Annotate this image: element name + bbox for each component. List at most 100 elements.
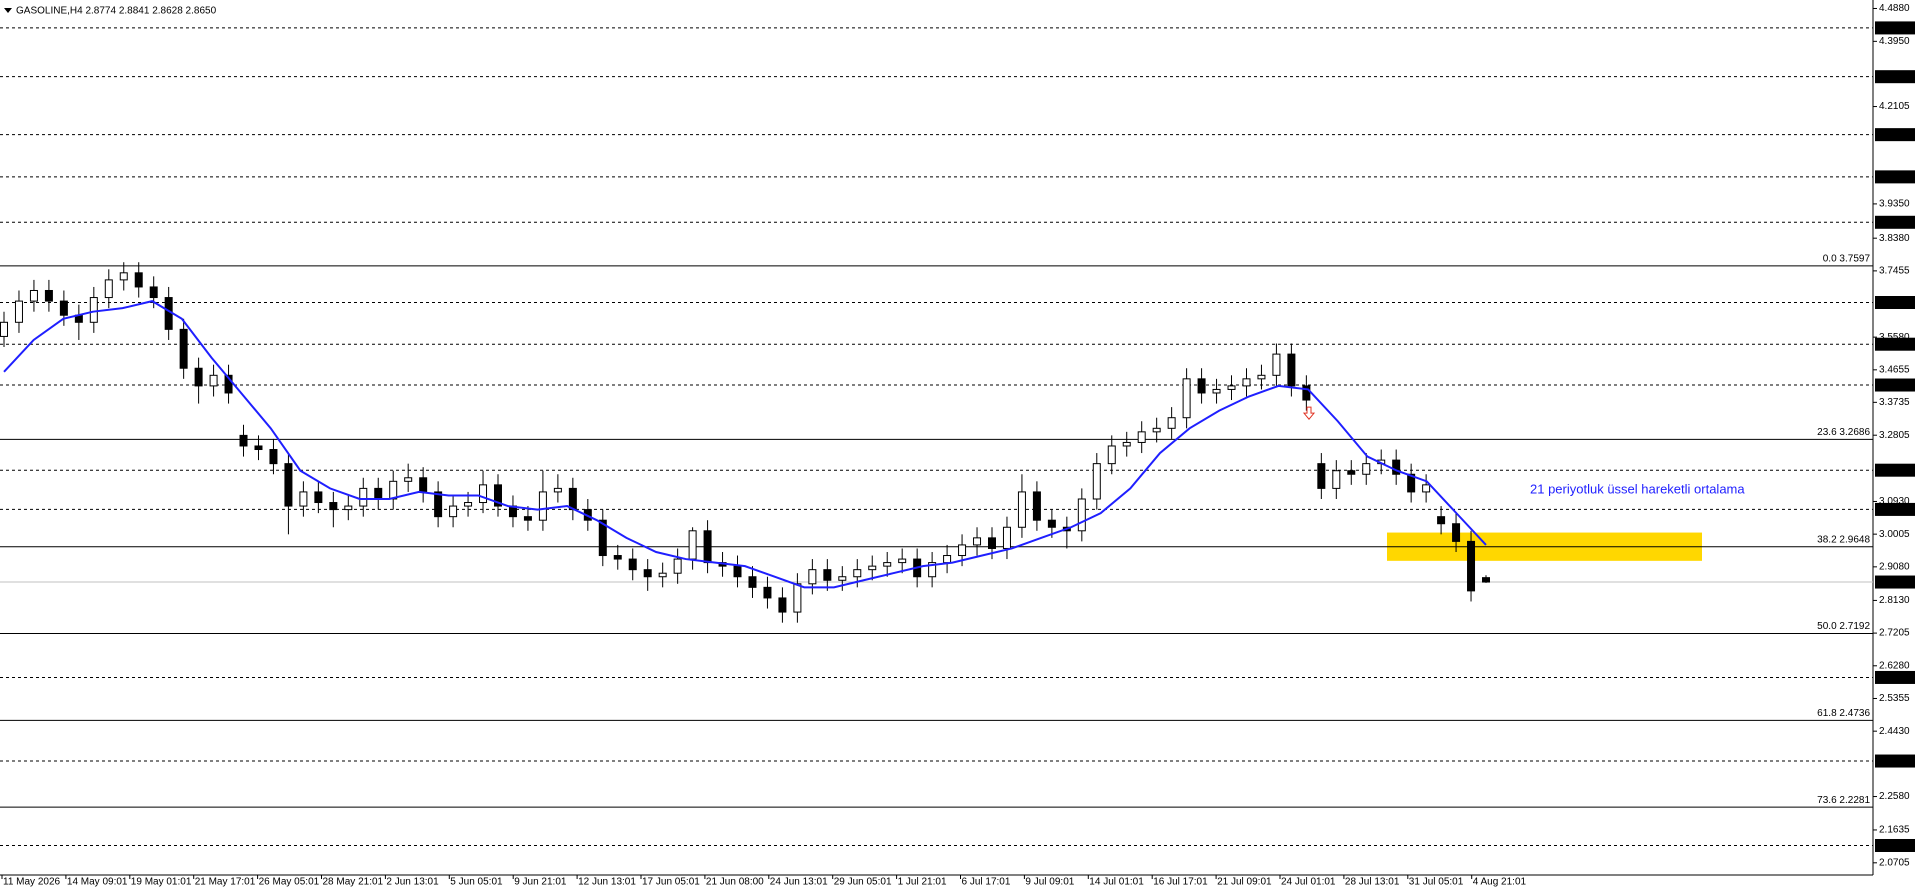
candle-body (778, 597, 787, 613)
candle-body (1122, 441, 1131, 447)
candle-body (434, 491, 443, 518)
x-tick-label: 14 Jul 01:01 (1089, 877, 1144, 888)
level-box (1875, 296, 1915, 310)
candle-body (404, 477, 413, 482)
candle-body (194, 367, 203, 387)
candle-body (643, 569, 652, 578)
x-tick-label: 12 Jun 13:01 (578, 877, 636, 888)
candle-body (883, 562, 892, 567)
y-tick-label: 4.3950 (1879, 36, 1910, 47)
candle-body (598, 519, 607, 557)
x-tick-label: 21 Jul 09:01 (1217, 877, 1272, 888)
candle-body (479, 484, 488, 504)
x-tick-label: 11 May 2026 (3, 877, 61, 888)
candle-body (1437, 516, 1446, 525)
candle-body (733, 565, 742, 578)
level-label: 2.1195 (1878, 840, 1908, 851)
candle-body (329, 502, 338, 511)
x-tick-label: 24 Jun 13:01 (770, 877, 828, 888)
level-label: 3.0705 (1878, 504, 1909, 515)
candle-body (763, 586, 772, 599)
x-tick-label: 9 Jul 09:01 (1025, 877, 1074, 888)
price-box (1875, 575, 1915, 589)
level-box (1875, 170, 1915, 184)
candle-body (868, 565, 877, 571)
candle-body (239, 434, 248, 447)
candle-body (1422, 484, 1431, 493)
candle-body (703, 530, 712, 564)
candle-body (1257, 374, 1266, 380)
candle-body (628, 558, 637, 571)
candle-body (89, 297, 98, 323)
level-box (1875, 502, 1915, 516)
y-tick-label: 2.6280 (1879, 660, 1910, 671)
x-tick-label: 31 Jul 05:01 (1409, 877, 1464, 888)
level-box (1875, 128, 1915, 142)
candle-body (449, 505, 458, 518)
candle-body (673, 558, 682, 574)
candle-body (209, 374, 218, 387)
candle-body (973, 537, 982, 546)
candle-body (1392, 459, 1401, 475)
candle-body (419, 477, 428, 493)
fib-label: 38.2 2.9648 (1817, 534, 1870, 545)
candle-body (344, 505, 353, 511)
candle-body (1452, 523, 1461, 542)
candle-body (1197, 378, 1206, 394)
candle-body (1317, 463, 1326, 489)
signal-arrow (1302, 406, 1316, 420)
candle-body (59, 300, 68, 316)
candle-body (1167, 417, 1176, 429)
level-label: 2.5950 (1878, 672, 1909, 683)
candle-body (1332, 470, 1341, 489)
candle-body (988, 537, 996, 549)
candle-body (254, 445, 263, 451)
candle-body (1077, 498, 1086, 532)
x-tick-label: 28 Jul 13:01 (1345, 877, 1400, 888)
level-label: 2.3585 (1878, 756, 1909, 767)
candle-body (269, 449, 278, 465)
fib-label: 50.0 2.7192 (1817, 621, 1870, 632)
candle-body (943, 555, 952, 564)
level-box (1875, 838, 1915, 852)
level-box (1875, 670, 1915, 684)
candle-body (359, 487, 368, 507)
y-tick-label: 3.5580 (1879, 332, 1910, 343)
level-label: 4.2950 (1878, 71, 1909, 82)
candle-body (1047, 519, 1056, 528)
x-tick-label: 4 Aug 21:01 (1473, 877, 1527, 888)
x-tick-label: 19 May 01:01 (131, 877, 192, 888)
y-tick-label: 4.4880 (1879, 3, 1910, 14)
chart-title: GASOLINE,H4 2.8774 2.8841 2.8628 2.8650 (16, 6, 217, 17)
y-tick-label: 2.4430 (1879, 726, 1910, 737)
candle-body (314, 491, 323, 504)
level-box (1875, 21, 1915, 35)
y-tick-label: 4.2105 (1879, 101, 1910, 112)
candle-body (1467, 540, 1476, 592)
candle-body (14, 300, 23, 323)
candle-body (0, 321, 8, 337)
candle-body (1212, 388, 1221, 394)
candle-body (793, 583, 802, 613)
y-tick-label: 3.3735 (1879, 397, 1910, 408)
y-tick-label: 2.1635 (1879, 825, 1910, 836)
candle-body (284, 463, 293, 507)
x-tick-label: 21 May 17:01 (195, 877, 256, 888)
candle-body (374, 487, 383, 500)
y-tick-label: 3.9350 (1879, 199, 1910, 210)
level-label: 3.1815 (1878, 465, 1909, 476)
candle-body (958, 544, 967, 557)
x-tick-label: 17 Jun 05:01 (642, 877, 700, 888)
level-label: 4.1310 (1878, 129, 1909, 140)
y-tick-label: 3.7455 (1879, 266, 1910, 277)
level-label: 4.4330 (1878, 23, 1909, 34)
fib-label: 73.6 2.2281 (1817, 795, 1870, 806)
x-tick-label: 14 May 09:01 (67, 877, 128, 888)
candle-body (1242, 378, 1251, 387)
candle-body (1137, 431, 1146, 443)
candle-body (1407, 473, 1416, 493)
y-tick-label: 3.8380 (1879, 233, 1910, 244)
x-tick-label: 2 Jun 13:01 (386, 877, 439, 888)
annotation: 21 periyotluk üssel hareketli ortalama (1530, 481, 1745, 496)
